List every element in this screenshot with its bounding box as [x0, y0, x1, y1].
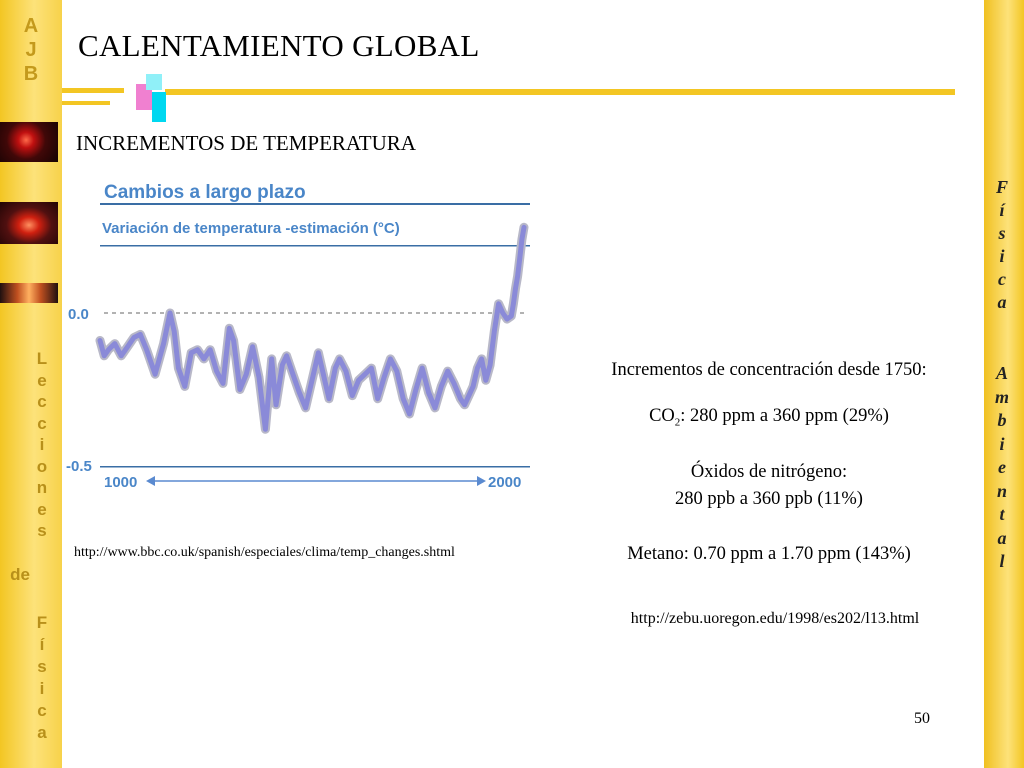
right-sidebar	[984, 0, 1024, 768]
x-tick-label: 1000	[104, 474, 137, 491]
vertical-letter: í	[999, 200, 1005, 220]
vertical-letter: i	[39, 679, 45, 698]
vertical-letter: J	[25, 39, 37, 61]
vertical-letter: e	[998, 457, 1006, 477]
page-number: 50	[914, 710, 930, 727]
vertical-letter: o	[36, 456, 48, 476]
chart-bottom-rule	[100, 466, 530, 468]
decorative-square	[152, 92, 166, 122]
slide-title: CALENTAMIENTO GLOBAL	[78, 28, 480, 63]
vertical-letter: i	[39, 435, 45, 454]
source-link-bbc[interactable]: http://www.bbc.co.uk/spanish/especiales/…	[74, 545, 455, 560]
vertical-letter: e	[37, 499, 47, 519]
vertical-letter: a	[37, 723, 47, 742]
vertical-letter: n	[996, 480, 1007, 501]
arrow-left-icon	[146, 476, 155, 486]
decorative-line	[62, 101, 110, 105]
vertical-letter: B	[23, 63, 39, 85]
vertical-letter: m	[994, 386, 1009, 407]
co2-subscript: 2	[674, 416, 681, 429]
vertical-letter: i	[999, 246, 1005, 266]
vertical-letter: c	[998, 269, 1006, 289]
chart-title: Cambios a largo plazo	[104, 182, 306, 203]
vertical-letter: i	[999, 433, 1005, 454]
vertical-letter: a	[997, 527, 1007, 548]
chart-title-rule	[100, 203, 530, 205]
vertical-letter: L	[36, 349, 48, 368]
co2-formula: CO	[649, 406, 675, 426]
vertical-letter: e	[37, 370, 47, 390]
methane-line: Metano: 0.70 ppm a 1.70 ppm (143%)	[627, 544, 911, 564]
vertical-letter: a	[997, 292, 1007, 312]
vertical-letter: s	[998, 223, 1006, 243]
co2-values: : 280 ppm a 360 ppm (29%)	[680, 406, 889, 426]
series-word-de: de	[10, 565, 30, 584]
vertical-letter: t	[999, 504, 1005, 524]
chart-subtitle: Variación de temperatura -estimación (°C…	[102, 220, 400, 237]
vertical-letter: s	[37, 521, 47, 540]
vertical-letter: F	[36, 613, 48, 632]
vertical-letter: F	[995, 177, 1008, 197]
vertical-letter: c	[37, 701, 47, 720]
concentrations-heading: Incrementos de concentración desde 1750:	[611, 360, 927, 380]
series-line	[97, 224, 527, 432]
arrow-right-icon	[477, 476, 486, 486]
thumbnail-image-2	[0, 202, 58, 244]
thumbnail-image-1	[0, 122, 58, 162]
thumbnail-image-3	[0, 283, 58, 303]
slide-subtitle: INCREMENTOS DE TEMPERATURA	[76, 131, 416, 155]
nox-block: Óxidos de nitrógeno: 280 ppb a 360 ppb (1…	[572, 459, 966, 513]
source-link-uoregon[interactable]: http://zebu.uoregon.edu/1998/es202/l13.h…	[630, 610, 920, 627]
vertical-letter: s	[37, 657, 47, 676]
vertical-letter: c	[37, 413, 47, 433]
vertical-letter: A	[995, 363, 1008, 383]
decorative-square	[146, 74, 162, 90]
vertical-letter: b	[997, 410, 1007, 430]
vertical-letter: c	[37, 392, 47, 411]
nox-label: Óxidos de nitrógeno:	[690, 462, 848, 482]
y-tick-label: -0.5	[66, 458, 92, 475]
y-tick-label: 0.0	[68, 306, 89, 323]
nox-values: 280 ppb a 360 ppb (11%)	[675, 489, 863, 509]
chart-subtitle-rule	[100, 245, 530, 247]
vertical-letter: A	[23, 15, 39, 37]
title-underline	[165, 89, 955, 95]
x-tick-label: 2000	[488, 474, 521, 491]
vertical-letter: l	[999, 551, 1005, 571]
decorative-square	[136, 84, 152, 110]
temperature-chart: Cambios a largo plazo Variación de temper…	[66, 182, 530, 491]
decorative-line	[62, 88, 124, 93]
co2-line: CO2: 280 ppm a 360 ppm (29%)	[572, 406, 966, 429]
vertical-letter: í	[39, 635, 45, 654]
vertical-letter: n	[36, 478, 48, 497]
